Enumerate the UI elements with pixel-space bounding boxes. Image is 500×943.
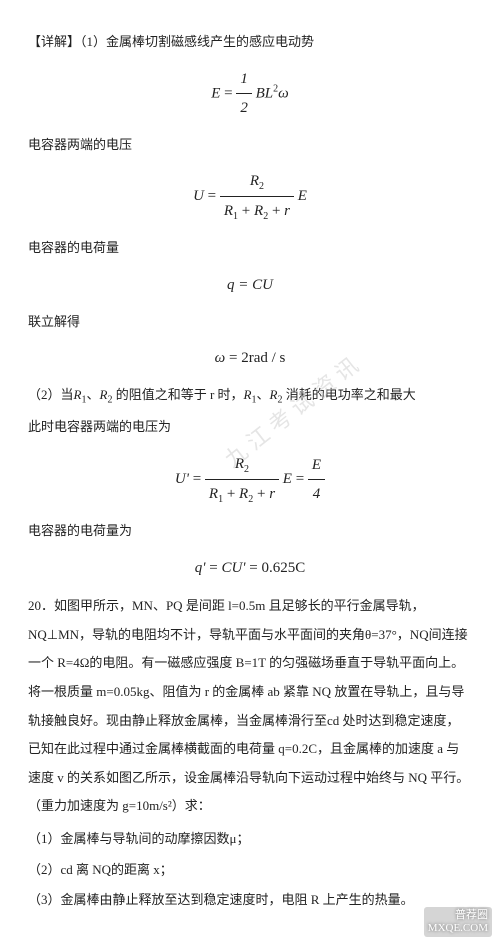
f5-frac1: R2R1 + R2 + r	[205, 450, 279, 509]
f1-eq: =	[220, 85, 236, 101]
p-charge-label: 电容器的电荷量	[28, 236, 472, 261]
f3: q = CU	[227, 277, 273, 293]
question-20-body: 20．如图甲所示，MN、PQ 是间距 l=0.5m 且足够长的平行金属导轨，NQ…	[28, 592, 472, 821]
p5d: 、	[256, 387, 269, 402]
f2-plus2: +	[268, 203, 284, 219]
f1-omega: ω	[278, 85, 289, 101]
f5-lhs: U'	[175, 471, 189, 487]
f5-num-r: R	[235, 456, 244, 472]
f5-den-r1: R	[209, 486, 218, 502]
f6-mid: CU'	[221, 560, 245, 576]
f5-den: R1 + R2 + r	[205, 480, 279, 509]
p5a: （2）当	[28, 387, 74, 402]
f2-plus1: +	[238, 203, 254, 219]
f5-den-r: r	[269, 486, 275, 502]
formula-voltage2: U' = R2R1 + R2 + r E = E4	[28, 450, 472, 509]
f5-den-r2: R	[239, 486, 248, 502]
f6-lhs: q'	[195, 560, 206, 576]
f2-den: R1 + R2 + r	[220, 197, 294, 226]
f6-eq: =	[205, 560, 221, 576]
f5-eq1: =	[189, 471, 205, 487]
f2-lhs: U	[193, 188, 204, 204]
f2-eq: =	[204, 188, 220, 204]
q20-sub2: （2）cd 离 NQ的距离 x；	[28, 858, 472, 883]
f2-frac: R2R1 + R2 + r	[220, 167, 294, 226]
corner-watermark: 普荐圈 MXQE.COM	[424, 907, 492, 937]
f2-num-r: R	[250, 173, 259, 189]
f5-mid: E	[279, 471, 292, 487]
p5e: 消耗的电功率之和最大	[282, 387, 415, 402]
p-voltage-label: 电容器两端的电压	[28, 133, 472, 158]
formula-charge2: q' = CU' = 0.625C	[28, 554, 472, 583]
f2-tail: E	[294, 188, 307, 204]
f5-p2: +	[253, 486, 269, 502]
p-voltage2-label: 此时电容器两端的电压为	[28, 415, 472, 440]
f5-rden: 4	[308, 480, 325, 509]
p5b: 、	[86, 387, 99, 402]
f2-den-r1: R	[224, 203, 233, 219]
f1-tail: BL	[252, 85, 273, 101]
f5-num-sub: 2	[244, 464, 249, 475]
f5-p1: +	[223, 486, 239, 502]
f1-den: 2	[236, 94, 252, 123]
f2-num: R2	[220, 167, 294, 197]
detail-heading: 【详解】（1）金属棒切割磁感线产生的感应电动势	[28, 30, 472, 55]
f6-eq2: =	[246, 560, 262, 576]
f5-num: R2	[205, 450, 279, 480]
f2-den-r: r	[284, 203, 290, 219]
f2-num-sub: 2	[259, 181, 264, 192]
f1-num: 1	[236, 65, 252, 95]
corner-line2: MXQE.COM	[428, 922, 488, 934]
p-charge2-label: 电容器的电荷量为	[28, 519, 472, 544]
f1-frac: 12	[236, 65, 252, 123]
p-solve-label: 联立解得	[28, 310, 472, 335]
f4a: ω	[215, 350, 226, 366]
formula-charge: q = CU	[28, 271, 472, 300]
f2-den-r2: R	[254, 203, 263, 219]
f5-rnum: E	[308, 451, 325, 481]
q20-sub1: （1）金属棒与导轨间的动摩擦因数μ；	[28, 827, 472, 852]
f6-val: 0.625C	[261, 560, 305, 576]
f5-frac2: E4	[308, 451, 325, 509]
formula-omega: ω = 2rad / s	[28, 344, 472, 373]
corner-line1: 普荐圈	[455, 909, 488, 921]
p5c: 的阻值之和等于 r 时，	[112, 387, 243, 402]
f5-eq2: =	[292, 471, 308, 487]
formula-emf: E = 12 BL2ω	[28, 65, 472, 123]
f4b: = 2rad / s	[225, 350, 285, 366]
q20-sub3: （3）金属棒由静止释放至达到稳定速度时，电阻 R 上产生的热量。	[28, 888, 472, 913]
p-part2: （2）当R1、R2 的阻值之和等于 r 时，R1、R2 消耗的电功率之和最大	[28, 383, 472, 410]
formula-voltage: U = R2R1 + R2 + r E	[28, 167, 472, 226]
